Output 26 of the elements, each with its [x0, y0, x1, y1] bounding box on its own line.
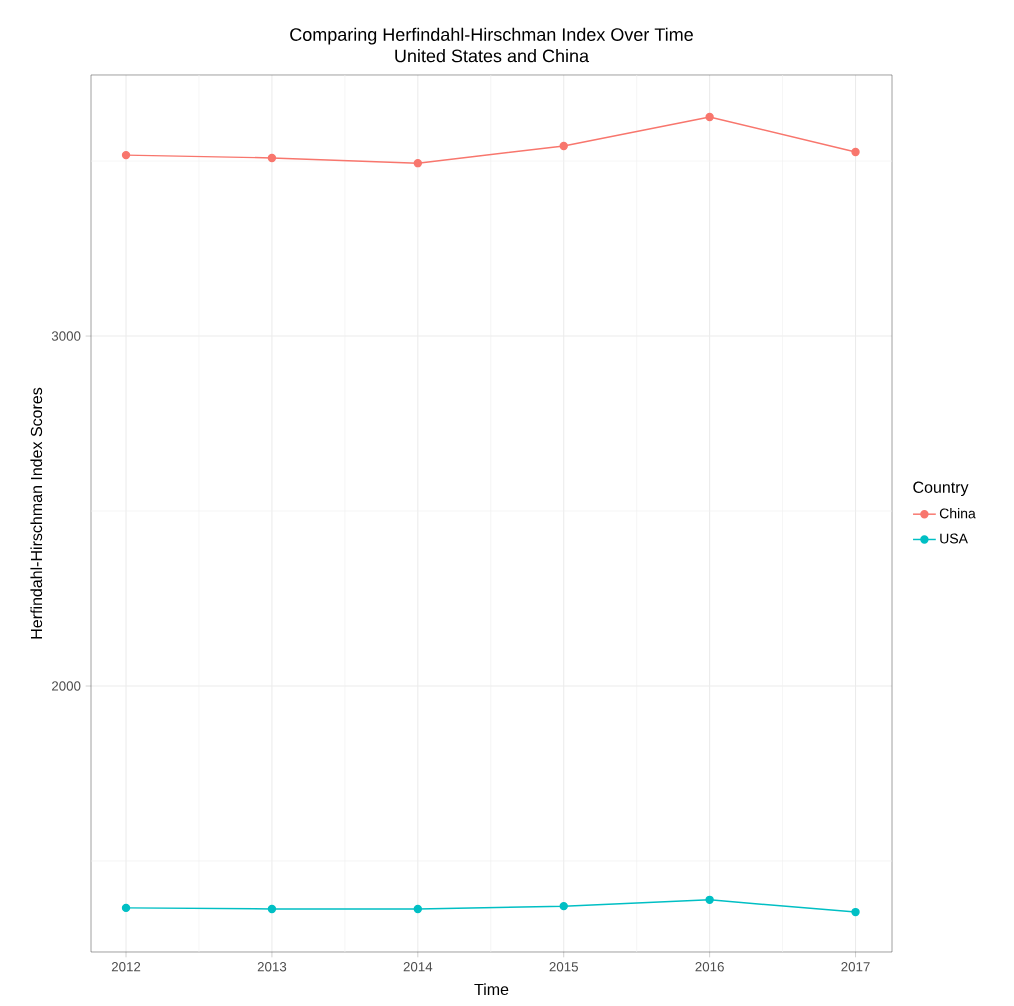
point [413, 904, 423, 914]
legend-label: China [939, 508, 976, 519]
x-tick-label: 2013 [257, 962, 287, 972]
point [559, 141, 568, 151]
x-tick-label: 2015 [549, 962, 578, 972]
x-axis-title: Time [474, 983, 509, 996]
point [121, 903, 131, 913]
point [705, 112, 714, 122]
x-tick-label: 2017 [841, 962, 870, 972]
point [267, 153, 277, 163]
x-tick-label: 2014 [403, 962, 433, 972]
point [413, 158, 423, 168]
chart-title: Comparing Herfindahl-Hirschman Index Over Time United States and China [290, 27, 693, 63]
point [705, 895, 714, 905]
point [851, 907, 860, 917]
y-axis-title: Herfindahl-Hirschman Index Scores [30, 387, 43, 639]
y-tick-label: 3000 [51, 331, 81, 341]
x-tick-label: 2012 [111, 962, 141, 972]
point [267, 904, 277, 914]
point [851, 147, 860, 157]
point [559, 901, 568, 911]
point [121, 150, 131, 160]
y-tick-label: 2000 [51, 681, 81, 691]
x-tick-label: 2016 [695, 962, 724, 972]
legend-label: USA [940, 533, 968, 544]
legend-title: Country [913, 481, 969, 497]
